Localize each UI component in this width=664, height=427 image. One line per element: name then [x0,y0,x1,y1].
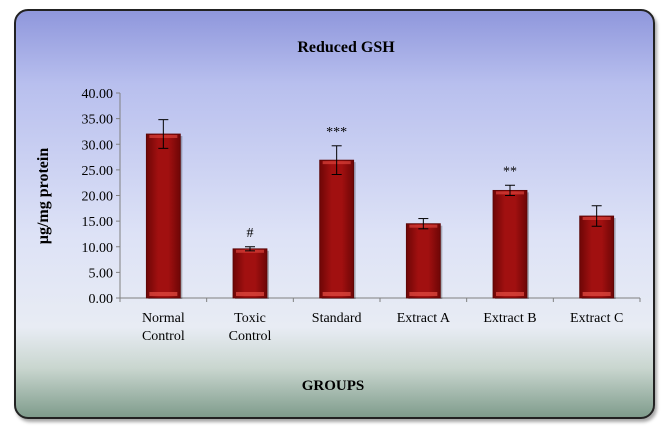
bar [405,223,441,299]
y-tick-label: 0.00 [89,292,114,307]
y-tick-label: 20.00 [82,190,114,205]
y-tick-label: 40.00 [82,87,114,102]
bar [319,159,355,299]
bar [232,248,268,299]
significance-marker: *** [326,125,347,140]
bar-bottom-highlight [322,292,351,296]
y-tick-label: 25.00 [82,164,114,179]
bar-bottom-highlight [582,292,611,296]
significance-marker: # [247,226,254,241]
x-tick-label: Extract B [483,311,536,326]
significance-marker: ** [503,164,517,179]
chart-title: Reduced GSH [297,39,395,56]
y-axis-label: µg/mg protein [35,148,52,245]
bar [492,189,528,299]
bar-bottom-highlight [149,292,178,296]
x-axis-label: GROUPS [302,378,365,394]
bar [145,133,181,299]
y-tick-label: 5.00 [89,266,114,281]
y-tick-label: 10.00 [82,241,114,256]
y-tick-label: 15.00 [82,215,114,230]
bar-bottom-highlight [496,292,524,296]
y-tick-label: 35.00 [82,113,114,128]
x-tick-label: Standard [312,311,362,326]
x-tick-label: Normal Control [142,311,185,344]
x-tick-label: Extract C [570,311,623,326]
y-tick-label: 30.00 [82,138,114,153]
x-tick-label: Toxic Control [229,311,272,344]
x-tick-label: Extract A [397,311,451,326]
bar-bottom-highlight [409,292,438,296]
bar [579,215,615,299]
bar-bottom-highlight [236,292,264,296]
plot-area: 0.00 5.00 10.00 15.00 20.00 25.00 30.00 35.00 40… [82,87,641,344]
